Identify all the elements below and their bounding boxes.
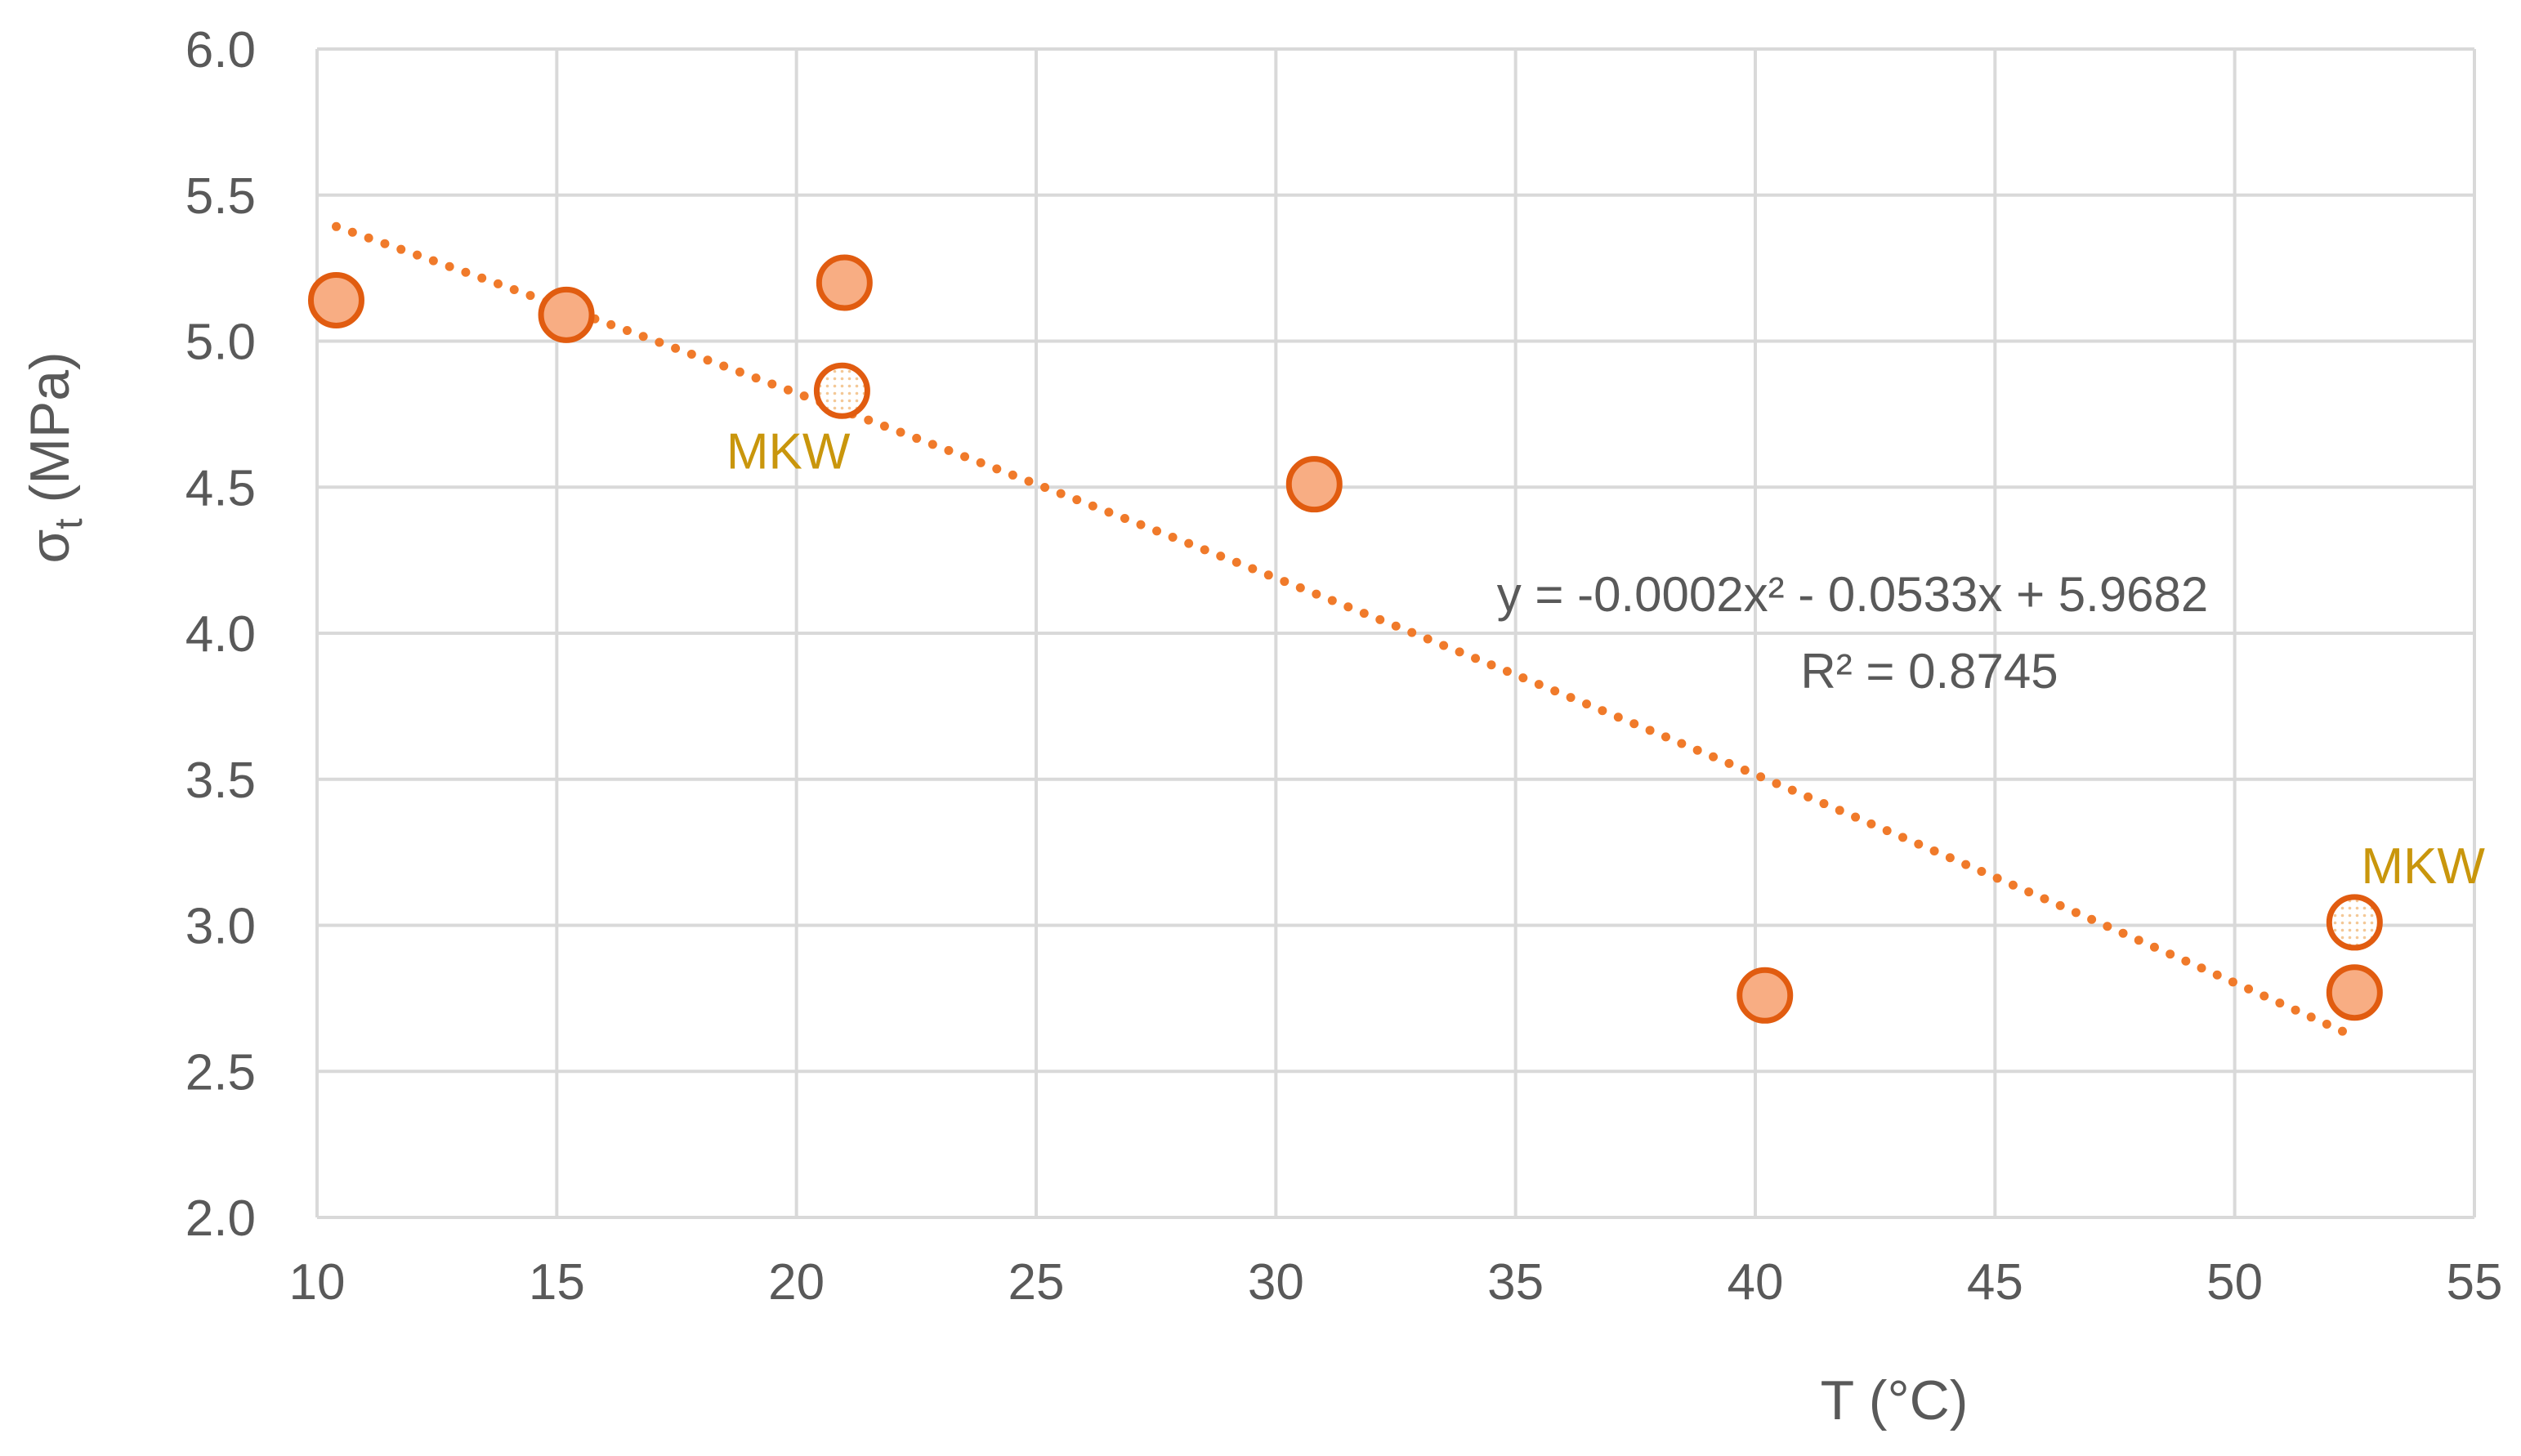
y-tick-label: 6.0 xyxy=(185,22,256,78)
x-tick-label: 25 xyxy=(1008,1254,1065,1311)
y-tick-label: 3.5 xyxy=(185,753,256,809)
data-point xyxy=(1285,456,1343,513)
trendline-equation: y = -0.0002x² - 0.0533x + 5.9682 xyxy=(1497,567,2209,622)
data-point xyxy=(1737,967,1794,1024)
x-tick-label: 30 xyxy=(1248,1254,1304,1311)
data-point xyxy=(816,254,873,311)
y-tick-label: 5.0 xyxy=(185,315,256,371)
x-axis-title: T (°C) xyxy=(1821,1369,1969,1431)
y-tick-label: 4.0 xyxy=(185,606,256,663)
x-tick-label: 15 xyxy=(529,1254,585,1311)
mkw-point xyxy=(2326,894,2383,951)
y-tick-label: 2.5 xyxy=(185,1044,256,1101)
trendline-r-squared: R² = 0.8745 xyxy=(1800,644,2058,699)
x-tick-label: 10 xyxy=(289,1254,346,1311)
x-tick-label: 55 xyxy=(2447,1254,2503,1311)
annotations: MKW MKW xyxy=(726,423,2485,895)
y-axis-title: σt (MPa) xyxy=(19,351,91,563)
x-tick-label: 20 xyxy=(768,1254,825,1311)
data-point xyxy=(538,286,595,343)
trendline xyxy=(332,221,2359,1042)
mkw-point xyxy=(813,362,870,419)
y-tick-label: 4.5 xyxy=(185,460,256,516)
y-axis-subscript: t xyxy=(47,518,91,529)
data-point xyxy=(2326,964,2383,1021)
data-point xyxy=(307,271,364,328)
trendline-group xyxy=(332,221,2359,1042)
mkw-label: MKW xyxy=(726,423,851,480)
x-tick-label: 50 xyxy=(2206,1254,2263,1311)
y-tick-label: 5.5 xyxy=(185,168,256,225)
y-axis-symbol: σ xyxy=(19,529,81,564)
data-points xyxy=(307,254,2383,1024)
y-tick-label: 2.0 xyxy=(185,1190,256,1247)
y-axis-unit: (MPa) xyxy=(19,351,81,518)
grid xyxy=(315,47,2476,1219)
x-tick-label: 45 xyxy=(1967,1254,2023,1311)
tick-labels: 10 15 20 25 30 35 40 45 50 55 2.0 2.5 3.0 3.5 4.0 4.5 5.… xyxy=(185,22,2503,1311)
y-tick-label: 3.0 xyxy=(185,899,256,955)
mkw-label: MKW xyxy=(2361,838,2485,895)
x-tick-label: 35 xyxy=(1487,1254,1544,1311)
x-tick-label: 40 xyxy=(1728,1254,1784,1311)
